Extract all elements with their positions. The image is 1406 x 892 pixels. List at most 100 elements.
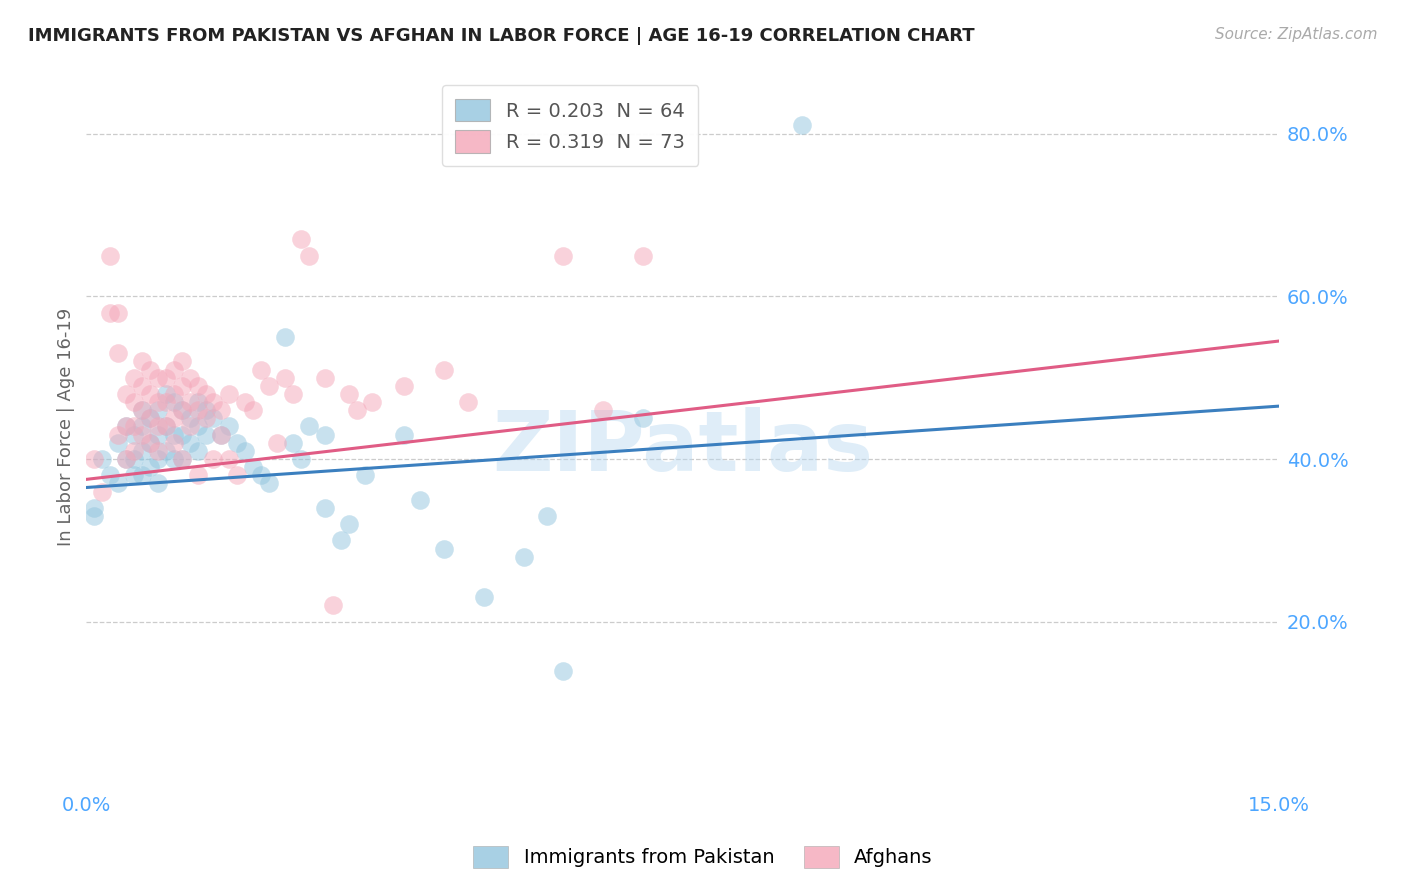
Point — [115, 452, 138, 467]
Point — [298, 249, 321, 263]
Point — [194, 411, 217, 425]
Point — [281, 435, 304, 450]
Point — [163, 395, 186, 409]
Point — [163, 435, 186, 450]
Point — [146, 476, 169, 491]
Legend: Immigrants from Pakistan, Afghans: Immigrants from Pakistan, Afghans — [464, 836, 942, 878]
Point — [83, 452, 105, 467]
Y-axis label: In Labor Force | Age 16-19: In Labor Force | Age 16-19 — [58, 308, 75, 546]
Point — [790, 119, 813, 133]
Point — [314, 427, 336, 442]
Point — [122, 395, 145, 409]
Point — [155, 395, 177, 409]
Point — [155, 387, 177, 401]
Point — [233, 443, 256, 458]
Point — [131, 403, 153, 417]
Point — [131, 419, 153, 434]
Point — [290, 232, 312, 246]
Point — [131, 443, 153, 458]
Point — [131, 354, 153, 368]
Point — [179, 395, 201, 409]
Point — [107, 346, 129, 360]
Point — [631, 249, 654, 263]
Point — [122, 443, 145, 458]
Point — [242, 460, 264, 475]
Point — [122, 427, 145, 442]
Point — [250, 468, 273, 483]
Point — [233, 395, 256, 409]
Point — [250, 362, 273, 376]
Point — [139, 387, 162, 401]
Point — [592, 403, 614, 417]
Point — [409, 492, 432, 507]
Point — [98, 305, 121, 319]
Point — [98, 249, 121, 263]
Point — [155, 419, 177, 434]
Point — [194, 403, 217, 417]
Point — [139, 435, 162, 450]
Point — [163, 427, 186, 442]
Point — [139, 362, 162, 376]
Point — [226, 468, 249, 483]
Point — [115, 419, 138, 434]
Point — [274, 370, 297, 384]
Point — [139, 460, 162, 475]
Point — [290, 452, 312, 467]
Point — [314, 370, 336, 384]
Point — [472, 591, 495, 605]
Point — [346, 403, 368, 417]
Point — [91, 452, 114, 467]
Point — [353, 468, 375, 483]
Point — [131, 403, 153, 417]
Point — [242, 403, 264, 417]
Text: IMMIGRANTS FROM PAKISTAN VS AFGHAN IN LABOR FORCE | AGE 16-19 CORRELATION CHART: IMMIGRANTS FROM PAKISTAN VS AFGHAN IN LA… — [28, 27, 974, 45]
Point — [194, 387, 217, 401]
Point — [266, 435, 288, 450]
Point — [146, 403, 169, 417]
Point — [187, 443, 209, 458]
Point — [433, 362, 456, 376]
Point — [202, 411, 225, 425]
Point — [155, 370, 177, 384]
Point — [131, 427, 153, 442]
Point — [553, 249, 575, 263]
Point — [146, 370, 169, 384]
Point — [170, 452, 193, 467]
Point — [433, 541, 456, 556]
Point — [146, 419, 169, 434]
Point — [163, 387, 186, 401]
Point — [322, 599, 344, 613]
Point — [115, 419, 138, 434]
Point — [131, 379, 153, 393]
Point — [536, 508, 558, 523]
Point — [281, 387, 304, 401]
Point — [163, 452, 186, 467]
Point — [257, 476, 280, 491]
Point — [394, 379, 416, 393]
Text: Source: ZipAtlas.com: Source: ZipAtlas.com — [1215, 27, 1378, 42]
Point — [187, 395, 209, 409]
Point — [107, 476, 129, 491]
Point — [209, 427, 232, 442]
Point — [170, 403, 193, 417]
Point — [107, 305, 129, 319]
Legend: R = 0.203  N = 64, R = 0.319  N = 73: R = 0.203 N = 64, R = 0.319 N = 73 — [441, 86, 699, 166]
Point — [209, 403, 232, 417]
Point — [146, 443, 169, 458]
Point — [83, 508, 105, 523]
Point — [170, 452, 193, 467]
Point — [194, 427, 217, 442]
Point — [329, 533, 352, 548]
Point — [170, 354, 193, 368]
Point — [218, 419, 240, 434]
Point — [337, 517, 360, 532]
Point — [457, 395, 479, 409]
Point — [139, 435, 162, 450]
Point — [179, 411, 201, 425]
Point — [107, 435, 129, 450]
Point — [257, 379, 280, 393]
Point — [274, 330, 297, 344]
Point — [187, 419, 209, 434]
Point — [83, 500, 105, 515]
Point — [155, 419, 177, 434]
